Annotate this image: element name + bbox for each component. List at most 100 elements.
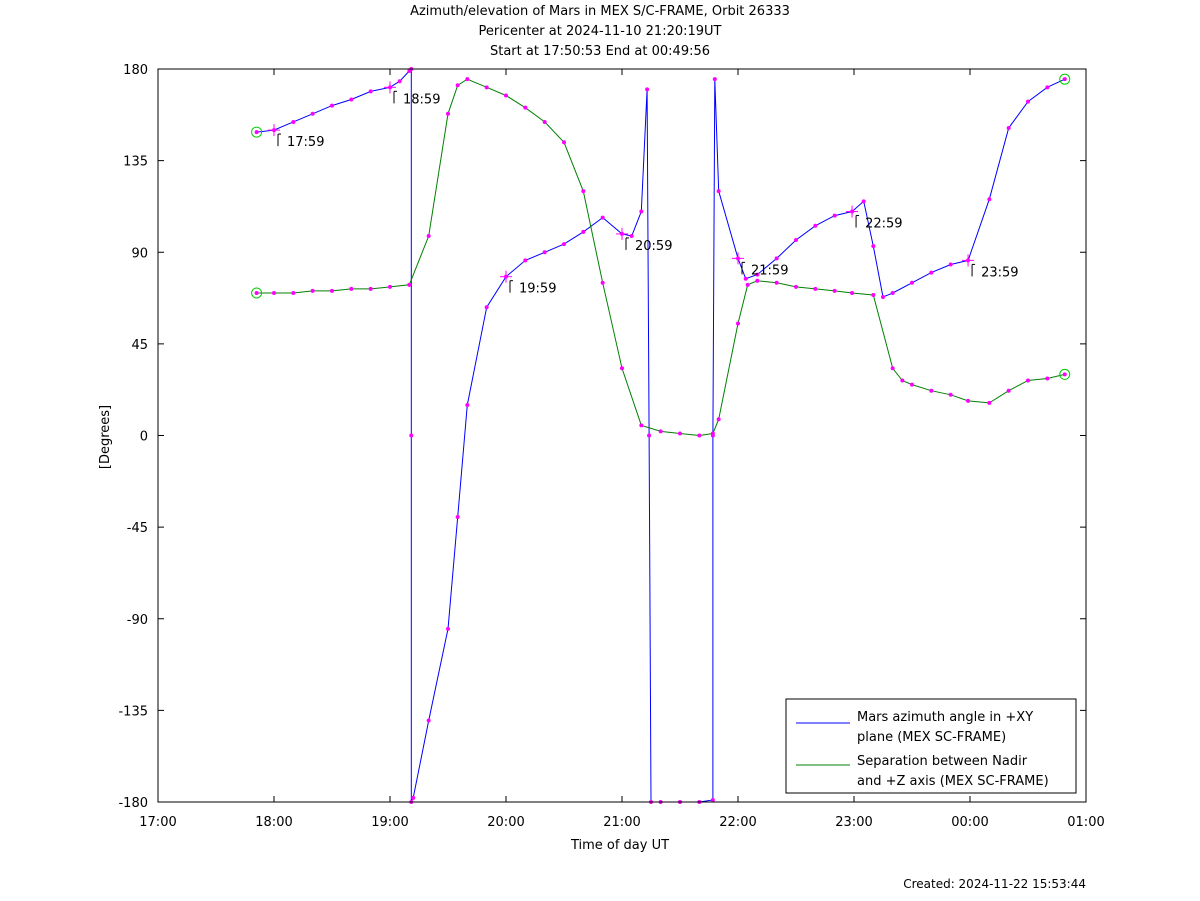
data-point [755,272,760,277]
x-tick-label: 22:00 [719,815,756,830]
annotation-layer: 17:59 18:59 19:59 20:59 21:59 22:59 23:59 [268,81,1019,297]
data-point [1062,77,1067,82]
y-tick-label: 45 [131,338,148,353]
x-tick-label: 20:00 [487,815,524,830]
data-point [310,111,315,116]
data-point [542,250,547,255]
endpoint-marker [1059,73,1071,85]
data-point [504,93,508,98]
legend-label-azimuth-line1: Mars azimuth angle in +XY [857,710,1033,725]
data-point [948,392,953,397]
data-point [465,77,470,82]
data-point [411,795,416,800]
time-mark-label: 18:59 [403,92,440,107]
endpoint-marker [251,287,263,299]
y-tick-label: -135 [118,704,148,719]
data-point [639,209,644,214]
data-point [987,197,992,202]
endpoint-marker [1059,368,1071,380]
data-point [368,286,373,291]
data-point [446,626,450,631]
x-tick-label: 00:00 [951,815,988,830]
data-point [745,282,750,287]
data-point [581,189,586,194]
data-point [987,400,992,405]
data-point [1026,99,1030,104]
data-point [647,433,652,438]
data-point [620,366,624,371]
data-point [948,262,953,267]
data-point [484,305,489,310]
data-point [349,97,354,102]
x-tick-label: 19:00 [371,815,408,830]
marker-layer [251,67,1071,804]
data-point [1062,372,1067,377]
data-point [1026,378,1030,383]
time-mark-label: 17:59 [287,135,324,150]
legend-label-separation-line1: Separation between Nadir [857,754,1028,769]
x-tick-label: 01:00 [1067,815,1104,830]
data-point [349,286,354,291]
data-point [523,258,528,263]
data-point [407,282,412,287]
data-point [600,215,605,220]
data-point [330,103,334,108]
data-point [581,229,586,234]
endpoint-marker [251,126,263,138]
data-point [716,417,721,422]
data-point [291,290,296,295]
x-tick-label: 17:00 [139,815,176,830]
time-mark-label: 21:59 [751,263,788,278]
data-point [1006,126,1011,131]
data-point [629,233,634,238]
data-point [743,276,748,281]
data-point [600,280,605,285]
y-tick-label: -90 [127,613,148,628]
data-point [310,288,315,293]
legend-label-azimuth-line2: plane (MEX SC-FRAME) [857,730,1006,745]
data-point [710,797,715,802]
data-point [794,284,798,289]
data-point [1045,376,1050,381]
data-point [832,213,837,218]
data-point [929,388,934,393]
created-timestamp: Created: 2024-11-22 15:53:44 [903,877,1086,891]
y-axis-label: [Degrees] [98,405,113,469]
data-point [542,119,547,124]
data-point [712,77,717,82]
data-point [890,290,895,295]
data-point [697,433,702,438]
data-point [484,85,489,90]
data-point [678,431,682,436]
legend-label-separation-line2: and +Z axis (MEX SC-FRAME) [857,774,1049,789]
data-point [409,433,414,438]
data-point [639,423,644,428]
x-tick-label: 23:00 [835,815,872,830]
y-tick-label: 180 [123,63,148,78]
data-point [388,284,392,289]
data-point [291,119,296,124]
data-point [455,514,460,519]
data-point [850,290,855,295]
data-point [523,105,528,110]
data-point [397,79,402,84]
data-point [330,288,334,293]
data-point [755,278,760,283]
time-mark-label: 20:59 [635,239,672,254]
data-point [910,280,914,285]
x-tick-label: 21:00 [603,815,640,830]
y-tick-label: -45 [127,521,148,536]
y-tick-label: 0 [140,430,148,445]
chart-subtitle-pericenter: Pericenter at 2024-11-10 21:20:19UT [478,24,722,39]
chart-legend: Mars azimuth angle in +XY plane (MEX SC-… [785,698,1077,794]
data-point [813,286,818,291]
data-point [455,83,460,88]
data-point [774,280,779,285]
data-point [890,366,895,371]
data-point [871,244,876,249]
data-point [465,402,470,407]
data-point [900,378,905,383]
data-point [794,238,798,243]
data-point [645,87,650,92]
